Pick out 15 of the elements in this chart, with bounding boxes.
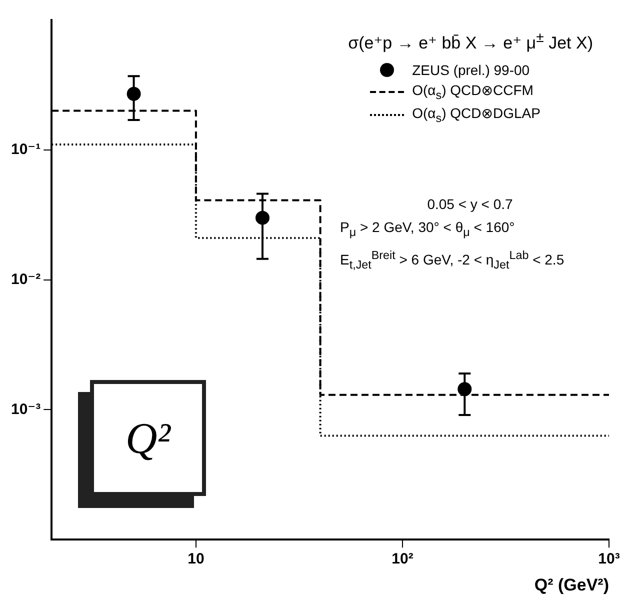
x-tick-label: 10³ [598, 550, 620, 568]
x-tick-label: 10² [392, 550, 414, 568]
legend-label: O(α$_{s}$) QCD⊗DGLAP [412, 105, 540, 126]
annotation: P$_{μ}$ > 2 GeV, 30° < θ$_{μ}$ < 160° [340, 218, 516, 241]
y-tick-label: 10⁻¹ [10, 141, 41, 158]
x-tick-label: 10 [188, 550, 204, 568]
x-axis-title: Q² (GeV²) [534, 575, 609, 594]
y-tick-label: 10⁻³ [10, 400, 41, 418]
annotation: 0.05 < y < 0.7 [426, 195, 514, 214]
y-tick-label: 10⁻² [10, 270, 41, 288]
annotation: Q² [90, 380, 206, 496]
legend-label: O(α$_{s}$) QCD⊗CCFM [412, 82, 534, 102]
annotation: E$_{t,Jet}$$^{Breit}$ > 6 GeV, -2 < η$_{Jet}$$^{Lab}$ < 2.5 [340, 248, 566, 274]
legend-title: σ(e⁺p → e⁺ bb̄ X → e⁺ μ$^{±}$ Jet X) [348, 30, 593, 54]
legend-label: ZEUS (prel.) 99-00 [412, 62, 530, 78]
